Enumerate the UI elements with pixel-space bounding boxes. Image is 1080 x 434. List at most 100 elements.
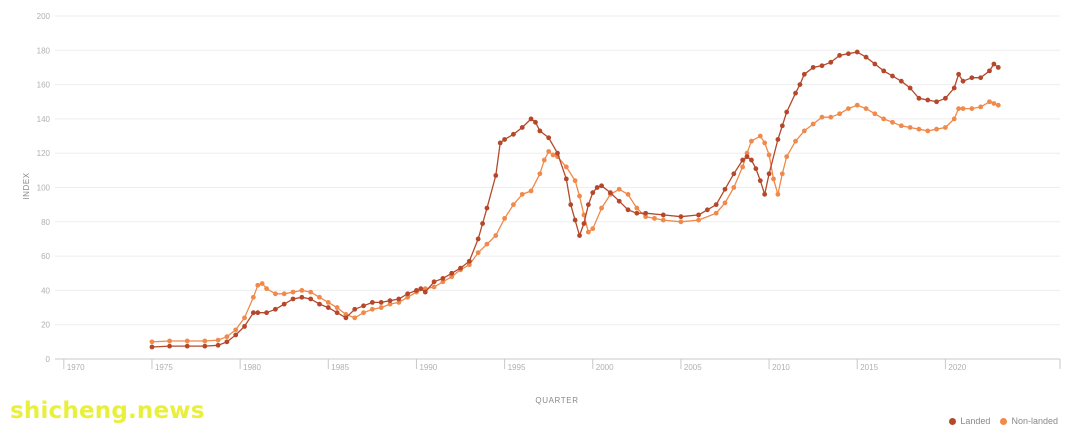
data-point-non-landed-77	[801, 128, 807, 134]
data-point-non-landed-93	[942, 125, 948, 130]
y-tick-label-200: 200	[37, 12, 51, 21]
y-tick-label-60: 60	[41, 252, 50, 261]
data-point-landed-16	[317, 301, 322, 307]
data-point-landed-62	[660, 212, 666, 218]
data-point-non-landed-2	[184, 338, 190, 344]
data-point-non-landed-43	[541, 157, 547, 163]
data-point-non-landed-4	[215, 337, 221, 343]
data-point-non-landed-75	[784, 154, 790, 160]
data-point-non-landed-18	[325, 300, 331, 305]
y-tick-label-160: 160	[37, 81, 51, 90]
data-point-landed-10	[264, 310, 269, 316]
data-point-non-landed-60	[660, 217, 666, 223]
data-point-non-landed-62	[696, 217, 701, 223]
data-point-non-landed-42	[537, 171, 543, 177]
data-point-landed-87	[854, 49, 860, 55]
data-point-non-landed-39	[511, 202, 516, 208]
data-point-non-landed-1	[167, 338, 173, 344]
data-point-non-landed-52	[590, 226, 596, 232]
data-point-non-landed-74	[779, 171, 785, 177]
data-point-non-landed-86	[881, 116, 887, 122]
data-point-non-landed-5	[224, 334, 230, 340]
x-tick-label-2010: 2010	[772, 363, 790, 372]
data-point-landed-27	[414, 288, 419, 293]
data-point-landed-45	[537, 128, 543, 134]
y-axis-title: INDEX	[22, 172, 31, 200]
data-point-non-landed-30	[431, 284, 437, 290]
data-point-landed-40	[502, 137, 508, 142]
data-point-non-landed-58	[643, 214, 649, 220]
data-point-landed-3	[202, 343, 208, 349]
data-point-non-landed-101	[995, 102, 1001, 108]
data-point-landed-61	[643, 210, 649, 216]
data-point-non-landed-76	[793, 138, 798, 144]
data-point-non-landed-79	[819, 114, 825, 120]
data-point-non-landed-64	[722, 200, 728, 206]
data-point-landed-98	[951, 85, 957, 91]
data-point-non-landed-81	[837, 111, 843, 117]
data-point-landed-25	[396, 296, 402, 302]
data-point-landed-23	[378, 300, 384, 305]
data-point-landed-97	[942, 95, 948, 101]
data-point-landed-0	[149, 344, 155, 350]
data-point-landed-100	[960, 78, 966, 84]
data-point-landed-59	[625, 207, 631, 213]
data-point-non-landed-92	[934, 126, 939, 132]
data-point-non-landed-55	[616, 186, 622, 192]
data-point-landed-7	[242, 324, 247, 329]
data-point-landed-11	[272, 306, 278, 312]
data-point-non-landed-27	[405, 294, 411, 300]
data-point-non-landed-49	[577, 193, 582, 199]
data-point-landed-101	[969, 75, 975, 81]
data-point-landed-37	[484, 205, 490, 211]
data-point-landed-43	[528, 116, 534, 122]
data-point-non-landed-23	[369, 306, 375, 312]
data-point-non-landed-84	[863, 106, 869, 112]
data-point-landed-57	[607, 190, 613, 196]
data-point-landed-42	[519, 125, 525, 130]
data-point-landed-58	[616, 198, 622, 204]
data-point-non-landed-88	[898, 123, 904, 129]
data-point-landed-34	[466, 258, 472, 264]
data-point-non-landed-37	[493, 233, 499, 238]
data-point-landed-85	[837, 53, 843, 58]
data-point-non-landed-8	[250, 294, 256, 300]
legend-item-non-landed[interactable]: Non-landed	[1000, 416, 1058, 426]
data-point-landed-91	[890, 73, 895, 79]
data-point-non-landed-31	[440, 279, 446, 285]
data-point-landed-51	[577, 233, 582, 238]
data-point-landed-56	[599, 183, 604, 189]
data-point-landed-95	[925, 97, 931, 103]
data-point-landed-1	[167, 343, 173, 349]
data-point-landed-55	[594, 185, 600, 190]
data-point-non-landed-91	[925, 128, 931, 134]
legend-item-landed[interactable]: Landed	[949, 416, 990, 426]
y-tick-label-80: 80	[41, 218, 50, 227]
data-point-landed-6	[233, 332, 239, 338]
data-point-landed-18	[334, 310, 340, 316]
data-point-non-landed-82	[846, 106, 851, 112]
data-point-non-landed-21	[352, 315, 358, 321]
data-point-landed-44	[533, 119, 538, 125]
data-point-landed-77	[779, 123, 785, 129]
x-tick-label-1980: 1980	[243, 363, 261, 372]
x-tick-label-2020: 2020	[948, 363, 966, 372]
data-point-non-landed-7	[242, 315, 247, 321]
data-point-landed-33	[458, 265, 463, 271]
data-point-landed-105	[995, 65, 1001, 70]
data-point-landed-65	[704, 207, 710, 213]
data-point-non-landed-16	[308, 289, 314, 295]
data-point-landed-74	[762, 191, 768, 197]
data-point-non-landed-72	[771, 176, 776, 182]
tick-labels: 0 20 40 60 80 100 120 140 160 180 200 1970 1975 1980 1…	[37, 12, 967, 372]
data-point-landed-52	[581, 221, 587, 226]
data-point-landed-53	[585, 202, 591, 208]
data-point-landed-60	[634, 210, 640, 216]
data-point-landed-79	[793, 90, 798, 96]
data-point-non-landed-67	[744, 150, 750, 156]
data-point-landed-4	[215, 342, 221, 348]
data-point-landed-93	[907, 85, 913, 91]
data-point-non-landed-87	[890, 119, 895, 125]
data-point-non-landed-73	[775, 191, 781, 197]
data-point-non-landed-26	[396, 300, 402, 305]
